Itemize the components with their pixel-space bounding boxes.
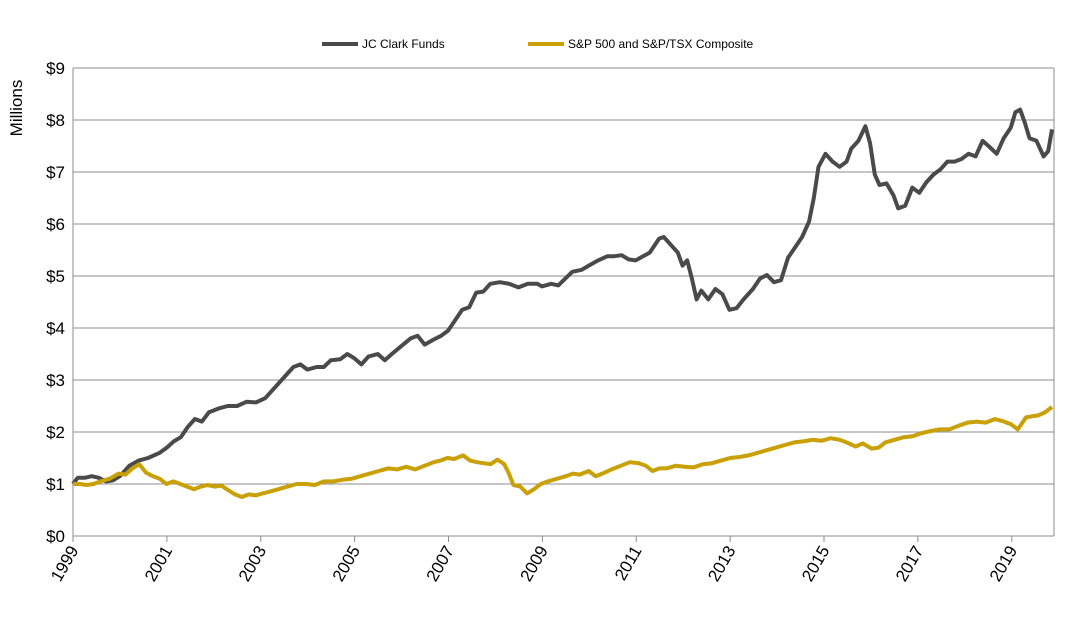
x-tick-label: 2011 [611,543,646,584]
series-lines [71,107,1054,499]
legend-label: S&P 500 and S&P/TSX Composite [568,37,754,51]
x-tick-label: 2001 [141,543,176,585]
series-line-0 [71,107,1054,486]
y-axis-label: Millions [7,80,26,137]
y-tick-label: $0 [46,527,65,546]
y-tick-label: $1 [46,475,65,494]
y-axis-ticks: $0 $1 $2 $3 $4 $5 $6 $7 $8 $9 [46,59,65,546]
y-tick-label: $2 [46,423,65,442]
x-tick-label: 2009 [516,543,551,585]
x-tick-label: 2013 [704,543,739,585]
legend: JC Clark Funds S&P 500 and S&P/TSX Compos… [322,37,754,51]
x-axis-ticks: 1999 2001 2003 2005 2007 2009 2011 2013 2015 2017… [47,536,1021,585]
x-tick-label: 2005 [329,543,364,585]
x-tick-label: 2019 [986,543,1021,585]
y-tick-label: $5 [46,267,65,286]
legend-label: JC Clark Funds [362,37,445,51]
series-line-1 [73,405,1054,499]
y-tick-label: $4 [46,319,65,338]
x-tick-label: 2007 [423,543,458,585]
x-tick-label: 2003 [235,543,270,585]
gridlines [72,67,1055,537]
y-tick-label: $9 [46,59,65,78]
x-tick-label: 2015 [798,543,833,585]
x-tick-label: 2017 [892,543,927,585]
x-tick-label: 1999 [47,543,82,585]
y-tick-label: $7 [46,163,65,182]
y-tick-label: $6 [46,215,65,234]
y-tick-label: $3 [46,371,65,390]
y-tick-label: $8 [46,111,65,130]
